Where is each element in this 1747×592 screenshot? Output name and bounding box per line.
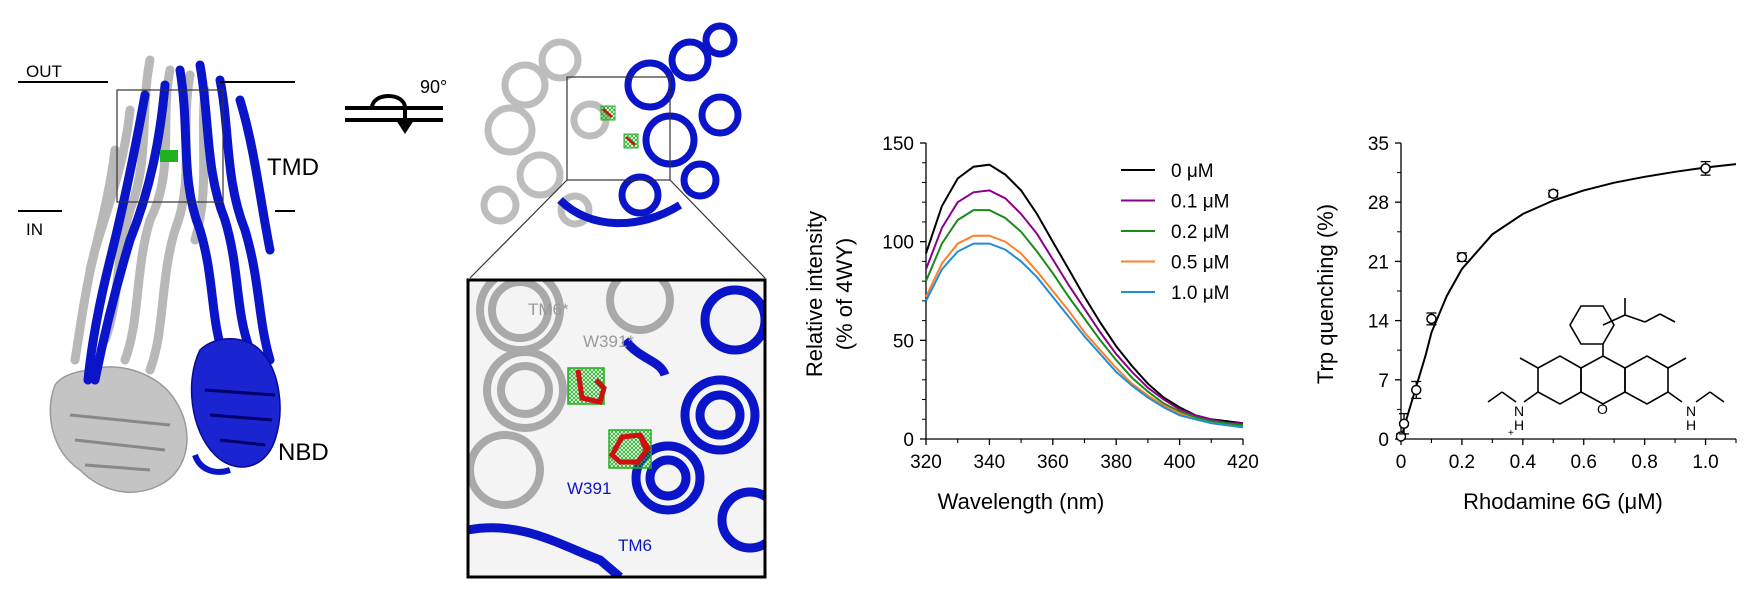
nbd-label: NBD — [278, 439, 329, 466]
n-right-label: N — [1686, 403, 1696, 419]
chart1-x-tick-label: 420 — [1227, 452, 1259, 473]
chart2-y-tick-label: 28 — [1368, 193, 1389, 214]
out-label: OUT — [26, 62, 62, 81]
chart1-xlabel: Wavelength (nm) — [938, 489, 1105, 514]
chart2-y-tick-label: 35 — [1368, 134, 1389, 155]
chart1-series-lines — [925, 163, 1244, 429]
chart2-xlabel: Rhodamine 6G (μM) — [1463, 489, 1663, 514]
tm6-label: TM6 — [618, 536, 652, 555]
zoom-inset-frame — [466, 278, 767, 579]
chart1-x-tick-label: 340 — [974, 452, 1006, 473]
chart2-y-tick-label: 0 — [1378, 430, 1389, 451]
rhodamine-6g-structure — [1487, 298, 1725, 405]
chart1-x-tick-label: 400 — [1164, 452, 1196, 473]
plus-label: + — [1508, 428, 1514, 439]
chart1-legend-label: 1.0 μM — [1171, 283, 1229, 304]
zoom-box — [566, 76, 671, 181]
o-ring-label: O — [1597, 401, 1608, 417]
chart1-y-tick-label: 150 — [882, 134, 914, 155]
top-view-chain-a — [480, 38, 610, 228]
chain-b-nbd — [190, 338, 281, 475]
chart2-data-point — [1426, 313, 1437, 325]
protein-top-view — [469, 22, 766, 279]
h-right-label: H — [1686, 417, 1696, 433]
chart1-axes: 320 340 360 380 400 420 0 50 100 150 — [882, 134, 1259, 473]
top-view-ligands — [600, 105, 639, 149]
chart1-legend-label: 0.2 μM — [1171, 222, 1229, 243]
chart2-x-tick-label: 0 — [1396, 452, 1407, 473]
chart1-ylabel-line2: (% of 4WY) — [832, 238, 857, 350]
zoom-chain-a — [468, 280, 674, 509]
fluorescence-spectra-chart: 320 340 360 380 400 420 0 50 100 150 0 μM 0.1 μM 0.… — [802, 134, 1259, 514]
chart1-series-line — [925, 242, 1244, 429]
in-label: IN — [26, 220, 43, 239]
chart2-fit-curve — [1400, 163, 1737, 440]
chart1-x-tick-label: 380 — [1100, 452, 1132, 473]
h-left-label: H — [1514, 417, 1524, 433]
w391-label: W391 — [567, 479, 611, 498]
rotation-label: 90° — [420, 77, 447, 97]
chart1-legend-label: 0.1 μM — [1171, 192, 1229, 213]
tmd-box — [116, 89, 224, 203]
ligand-marker — [160, 150, 178, 162]
chart1-series-line — [925, 209, 1244, 427]
chart2-ylabel: Trp quenching (%) — [1313, 204, 1338, 384]
zoom-connector-right — [669, 179, 766, 279]
rhodamine-6g-atom-labels: N H + N H O — [1508, 401, 1696, 439]
chart2-x-tick-label: 1.0 — [1692, 452, 1718, 473]
chain-a-nbd — [49, 366, 188, 493]
tmd-label: TMD — [267, 154, 319, 181]
chart1-series-line — [925, 189, 1243, 425]
top-view-chain-b — [557, 22, 742, 228]
chart2-y-tick-label: 21 — [1368, 252, 1389, 273]
zoom-connector-left — [469, 179, 568, 279]
chart2-y-tick-label: 14 — [1368, 312, 1390, 333]
chart1-ylabel-line1: Relative intensity — [802, 211, 827, 377]
chart1-x-tick-label: 320 — [910, 452, 942, 473]
w391-star-residue — [567, 367, 607, 405]
chart2-x-tick-label: 0.2 — [1449, 452, 1475, 473]
w391-star-label: W391* — [583, 332, 634, 351]
w391-residue — [608, 429, 652, 469]
chart2-data-point — [1398, 418, 1410, 430]
zoom-inset: TM6* W391* W391 TM6 — [466, 278, 767, 579]
chart2-data-point — [1700, 163, 1711, 174]
trp-quenching-chart: 0 0.2 0.4 0.6 0.8 1.0 0 7 14 21 28 35 Rhodamine 6G … — [1313, 134, 1737, 514]
chart2-y-tick-label: 7 — [1378, 371, 1389, 392]
chart2-x-tick-label: 0.8 — [1631, 452, 1657, 473]
chart2-fit-line — [1400, 163, 1737, 440]
chart2-data-points — [1395, 160, 1711, 442]
chart2-axes: 0 0.2 0.4 0.6 0.8 1.0 0 7 14 21 28 35 — [1368, 134, 1737, 473]
chart1-legend-label: 0 μM — [1171, 161, 1214, 182]
chart2-data-point — [1548, 188, 1559, 199]
chart1-y-tick-label: 50 — [893, 331, 914, 352]
zoom-chain-b — [468, 285, 765, 577]
protein-side-view: OUT IN TMD NBD — [18, 55, 329, 493]
chart2-data-point — [1456, 251, 1468, 263]
rotation-arrow-icon: 90° — [345, 77, 447, 134]
tm6-star-label: TM6* — [528, 300, 569, 319]
chain-b-helices — [83, 60, 275, 385]
chart1-x-tick-label: 360 — [1037, 452, 1069, 473]
chart1-y-tick-label: 100 — [882, 233, 914, 254]
chart2-x-tick-label: 0.4 — [1510, 452, 1537, 473]
n-left-label: N — [1514, 403, 1524, 419]
chart1-legend-label: 0.5 μM — [1171, 253, 1229, 274]
chart1-y-tick-label: 0 — [903, 430, 914, 451]
chart1-legend: 0 μM 0.1 μM 0.2 μM 0.5 μM 1.0 μM — [1121, 161, 1229, 304]
chart2-data-point — [1410, 384, 1422, 396]
chart2-x-tick-label: 0.6 — [1571, 452, 1597, 473]
